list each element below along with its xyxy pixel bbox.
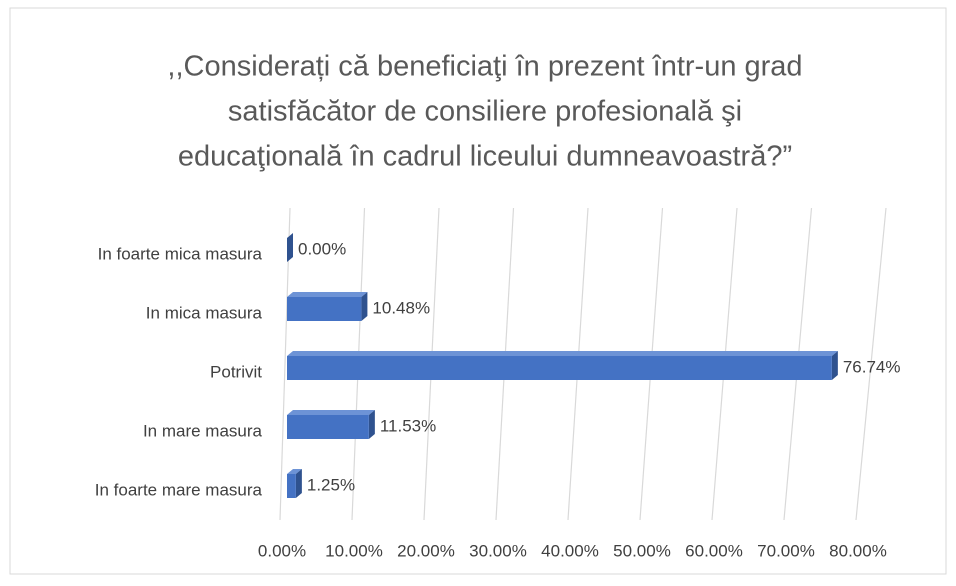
x-tick-label: 30.00% <box>469 541 527 560</box>
bar-front <box>287 297 362 321</box>
data-label: 76.74% <box>843 357 901 376</box>
bar <box>287 410 375 439</box>
bar <box>287 351 838 380</box>
chart-title: ,,Considerați că beneficiaţi în prezent … <box>167 51 802 83</box>
y-tick-label: In foarte mare masura <box>95 480 263 499</box>
bar-front <box>287 415 369 439</box>
data-label: 0.00% <box>298 239 346 258</box>
grid-line <box>855 207 887 521</box>
bar-side <box>831 351 838 380</box>
bar-side <box>295 469 302 498</box>
x-tick-label: 0.00% <box>258 541 306 560</box>
bar-top <box>287 410 375 415</box>
chart-frame <box>9 7 947 575</box>
chart-title: educaţională în cadrul liceului dumneavo… <box>178 141 792 173</box>
bar-top <box>287 469 302 474</box>
x-tick-label: 60.00% <box>685 541 743 560</box>
y-tick-label: Potrivit <box>210 362 262 381</box>
bar <box>287 292 368 321</box>
x-tick-label: 20.00% <box>397 541 455 560</box>
x-tick-label: 50.00% <box>613 541 671 560</box>
bar-side <box>368 410 375 439</box>
y-tick-label: In mica masura <box>146 303 263 322</box>
data-label: 10.48% <box>372 298 430 317</box>
bar <box>287 233 293 262</box>
bar-front <box>287 356 832 380</box>
bar <box>287 469 302 498</box>
y-tick-label: In foarte mica masura <box>98 244 263 263</box>
bar-side <box>287 233 293 262</box>
bar-front <box>287 474 296 498</box>
data-label: 11.53% <box>380 416 436 435</box>
bar-top <box>287 351 838 356</box>
bar-top <box>287 292 368 297</box>
data-label: 1.25% <box>307 475 355 494</box>
x-tick-label: 40.00% <box>541 541 599 560</box>
x-tick-label: 70.00% <box>757 541 815 560</box>
bar-side <box>361 292 368 321</box>
x-tick-label: 10.00% <box>325 541 383 560</box>
chart-title: satisfăcător de consiliere profesională … <box>228 96 742 128</box>
x-tick-label: 80.00% <box>829 541 887 560</box>
y-tick-label: In mare masura <box>143 421 263 440</box>
